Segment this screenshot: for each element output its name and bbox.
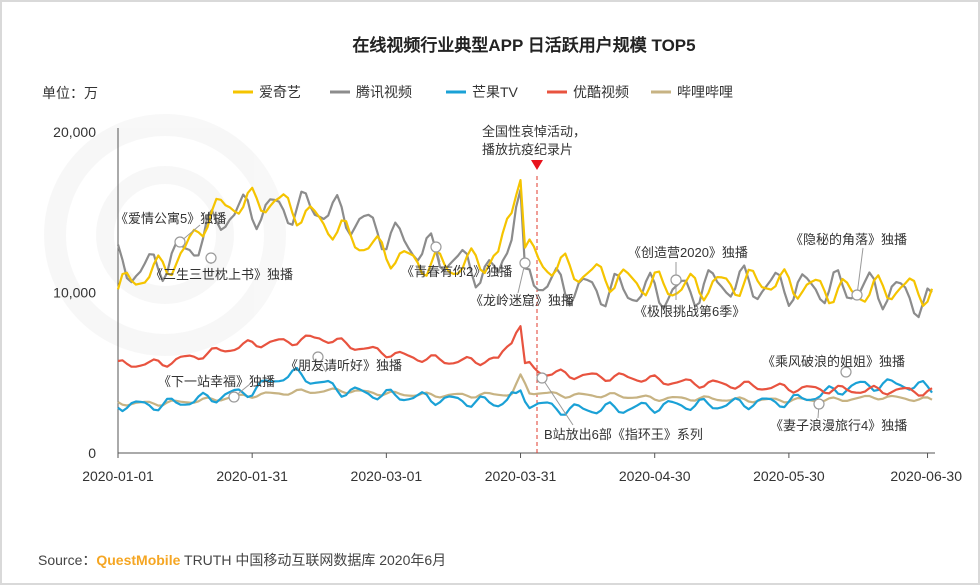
annotation-mourning-line2: 播放抗疫纪录片	[482, 142, 573, 157]
annotations: 全国性哀悼活动， 播放抗疫纪录片 《爱情公寓5》独播 《三生三世枕上书》独播 《…	[115, 124, 907, 442]
mourning-marker-triangle	[531, 160, 543, 170]
x-tick-label: 2020-04-30	[619, 468, 691, 484]
annotation-yinmidejiaoluo: 《隐秘的角落》独播	[790, 232, 907, 247]
annotation-chengfengpolang: 《乘风破浪的姐姐》独播	[762, 354, 905, 369]
legend-label: 腾讯视频	[356, 84, 412, 100]
annotation-aiqinggongyu: 《爱情公寓5》独播	[115, 211, 226, 226]
x-tick-label: 2020-01-31	[216, 468, 288, 484]
x-tick-label: 2020-05-30	[753, 468, 825, 484]
legend-label: 芒果TV	[472, 84, 519, 100]
series-line-0	[116, 179, 934, 307]
chart-title: 在线视频行业典型APP 日活跃用户规模 TOP5	[352, 35, 695, 55]
source-rest: TRUTH 中国移动互联网数据库 2020年6月	[180, 552, 447, 568]
legend-label: 爱奇艺	[259, 84, 301, 100]
x-axis-ticks: 2020-01-01 2020-01-31 2020-03-01 2020-03-31…	[82, 453, 962, 484]
annotation-bilibili-zhihuanwang: B站放出6部《指环王》系列	[544, 427, 703, 442]
annotation-qingchunyouni: 《青春有你2》独播	[401, 264, 512, 279]
annotation-longlingmiku: 《龙岭迷窟》独播	[470, 293, 574, 308]
annotation-qizilangmanlvxing: 《妻子浪漫旅行4》独播	[770, 418, 907, 433]
x-tick-label: 2020-06-30	[890, 468, 962, 484]
annotation-sanshengsanshi: 《三生三世枕上书》独播	[150, 267, 293, 282]
series-line-2	[117, 366, 933, 416]
annotation-jixiantiaozhan: 《极限挑战第6季》	[634, 304, 745, 319]
annotation-xiayizhanxingfu: 《下一站幸福》独播	[158, 374, 275, 389]
source-prefix: Source：	[38, 552, 97, 568]
legend-label: 哔哩哔哩	[677, 84, 733, 100]
legend-label: 优酷视频	[573, 84, 629, 100]
series-line-4	[117, 373, 933, 407]
x-tick-label: 2020-03-01	[351, 468, 423, 484]
source-brand: QuestMobile	[96, 552, 181, 568]
annotation-mourning-line1: 全国性哀悼活动，	[482, 124, 586, 139]
x-tick-label: 2020-03-31	[485, 468, 557, 484]
unit-label: 单位：万	[42, 85, 98, 101]
watermark-logo	[44, 114, 286, 356]
y-tick-label: 10,000	[53, 285, 96, 301]
source-note: Source：QuestMobile TRUTH 中国移动互联网数据库 2020…	[38, 550, 446, 570]
x-tick-label: 2020-01-01	[82, 468, 154, 484]
y-tick-label: 0	[88, 445, 96, 461]
y-axis-ticks: 0 10,000 20,000	[53, 124, 96, 461]
y-tick-label: 20,000	[53, 124, 96, 140]
annotation-chuangzaoying: 《创造营2020》独播	[628, 245, 748, 260]
series-line-3	[117, 325, 933, 397]
annotation-markers	[174, 236, 863, 410]
legend: 爱奇艺 腾讯视频 芒果TV 优酷视频 哔哩哔哩	[233, 84, 733, 100]
annotation-pengyouqingtinghao: 《朋友请听好》独播	[285, 358, 402, 373]
